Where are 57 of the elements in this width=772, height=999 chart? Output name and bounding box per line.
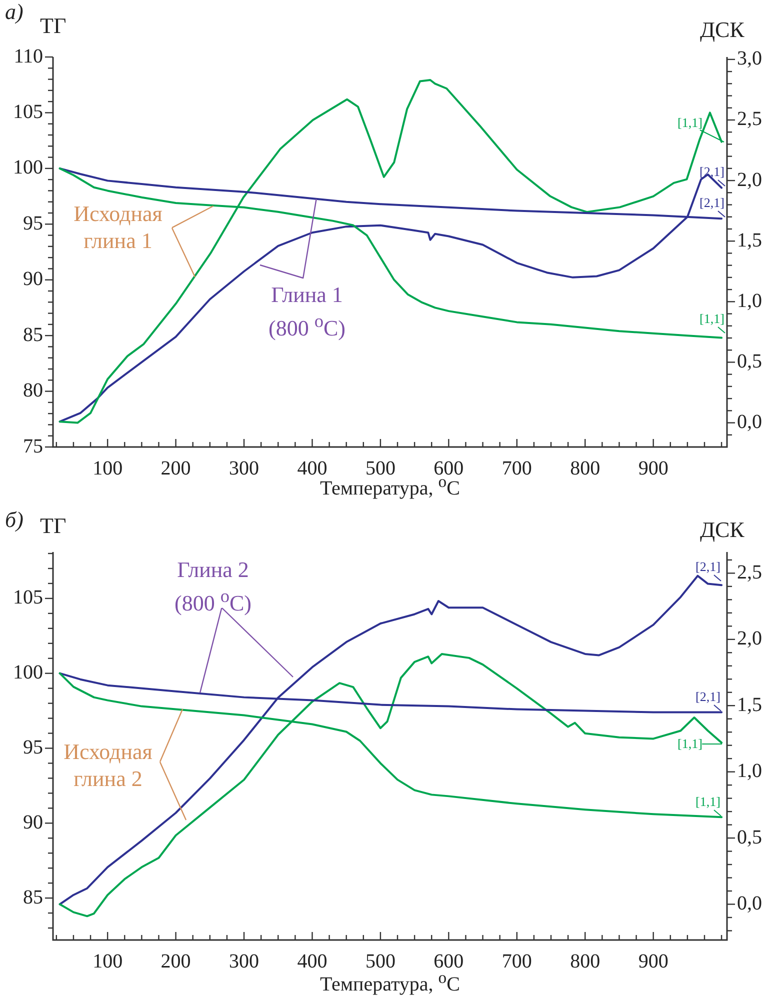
y-tick-label: 105	[13, 586, 43, 609]
y2-tick-label: 0,5	[737, 826, 762, 848]
annotation: [1,1]	[678, 736, 702, 751]
y-tick-label: 85	[23, 324, 43, 346]
y-axis-title: ТГ	[40, 513, 66, 538]
annotation: Исходная глина 2	[62, 738, 154, 792]
y-tick-label: 90	[23, 811, 43, 834]
y2-tick-label: 2,0	[737, 168, 762, 191]
annotation: [1,1]	[678, 115, 702, 130]
y2-axis-title: ДСК	[700, 517, 744, 542]
y-tick-label: 105	[13, 100, 43, 123]
annotation: Глина 1 (800 $^{o}$C)	[268, 281, 346, 342]
y2-tick-label: 2,0	[737, 628, 762, 650]
x-tick-label: 300	[229, 950, 260, 972]
chart-title: а)	[5, 0, 24, 24]
annotation: [2,1]	[696, 689, 720, 704]
chart-title: б)	[5, 507, 24, 532]
annotation: [1,1]	[696, 794, 720, 809]
y2-tick-label: 1,0	[737, 290, 762, 312]
y-tick-label: 75	[23, 435, 43, 458]
y-tick-label: 100	[13, 662, 43, 684]
x-tick-label: 500	[365, 457, 396, 480]
annotation: Исходная глина 1	[72, 200, 164, 254]
x-tick-label: 800	[570, 950, 600, 972]
x-tick-label: 300	[229, 457, 260, 480]
x-tick-label: 700	[502, 457, 532, 480]
y2-tick-label: 3,0	[737, 48, 762, 70]
x-tick-label: 100	[92, 457, 123, 480]
x-tick-label: 100	[92, 950, 123, 972]
y-tick-label: 110	[14, 45, 43, 68]
y2-tick-label: 0,0	[737, 411, 762, 434]
x-tick-label: 200	[160, 457, 191, 480]
y2-tick-label: 1,5	[737, 229, 762, 252]
annotation: Глина 2 (800 $^{o}$C)	[174, 556, 252, 616]
annotation: [1,1]	[700, 311, 724, 326]
x-tick-label: 700	[502, 950, 532, 972]
y-tick-label: 80	[23, 380, 43, 402]
x-tick-label: 900	[638, 457, 668, 480]
x-tick-label: 600	[434, 457, 464, 480]
y2-tick-label: 2,5	[737, 108, 762, 130]
y-tick-label: 85	[23, 886, 43, 908]
x-tick-label: 200	[160, 950, 191, 972]
x-tick-label: 900	[638, 950, 668, 972]
annotation: [2,1]	[696, 559, 720, 574]
y2-tick-label: 1,5	[737, 694, 762, 716]
y2-axis-title: ДСК	[700, 17, 744, 42]
y2-tick-label: 2,5	[737, 561, 762, 584]
y-tick-label: 100	[13, 156, 43, 179]
y-tick-label: 95	[23, 736, 43, 758]
y2-tick-label: 0,0	[737, 892, 762, 914]
y-tick-label: 90	[23, 268, 43, 290]
y2-tick-label: 0,5	[737, 350, 762, 372]
y-axis-title: ТГ	[40, 13, 66, 38]
y2-tick-label: 1,0	[737, 760, 762, 782]
annotation: [2,1]	[700, 195, 724, 210]
y-tick-label: 95	[23, 212, 43, 234]
x-tick-label: 800	[570, 457, 600, 480]
